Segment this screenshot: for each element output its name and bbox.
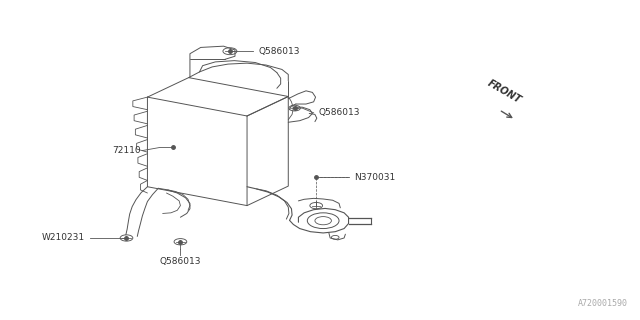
Text: Q586013: Q586013 <box>319 108 360 117</box>
Text: Q586013: Q586013 <box>259 47 300 56</box>
Text: W210231: W210231 <box>42 234 85 243</box>
Text: A720001590: A720001590 <box>578 299 628 308</box>
Text: N370031: N370031 <box>354 173 395 182</box>
Text: 72110: 72110 <box>113 146 141 155</box>
Text: Q586013: Q586013 <box>159 258 201 267</box>
Text: FRONT: FRONT <box>486 78 524 105</box>
